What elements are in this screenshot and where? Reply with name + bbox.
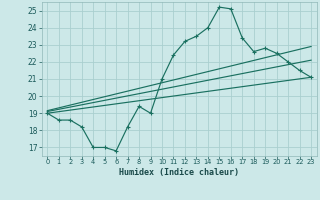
X-axis label: Humidex (Indice chaleur): Humidex (Indice chaleur) bbox=[119, 168, 239, 177]
